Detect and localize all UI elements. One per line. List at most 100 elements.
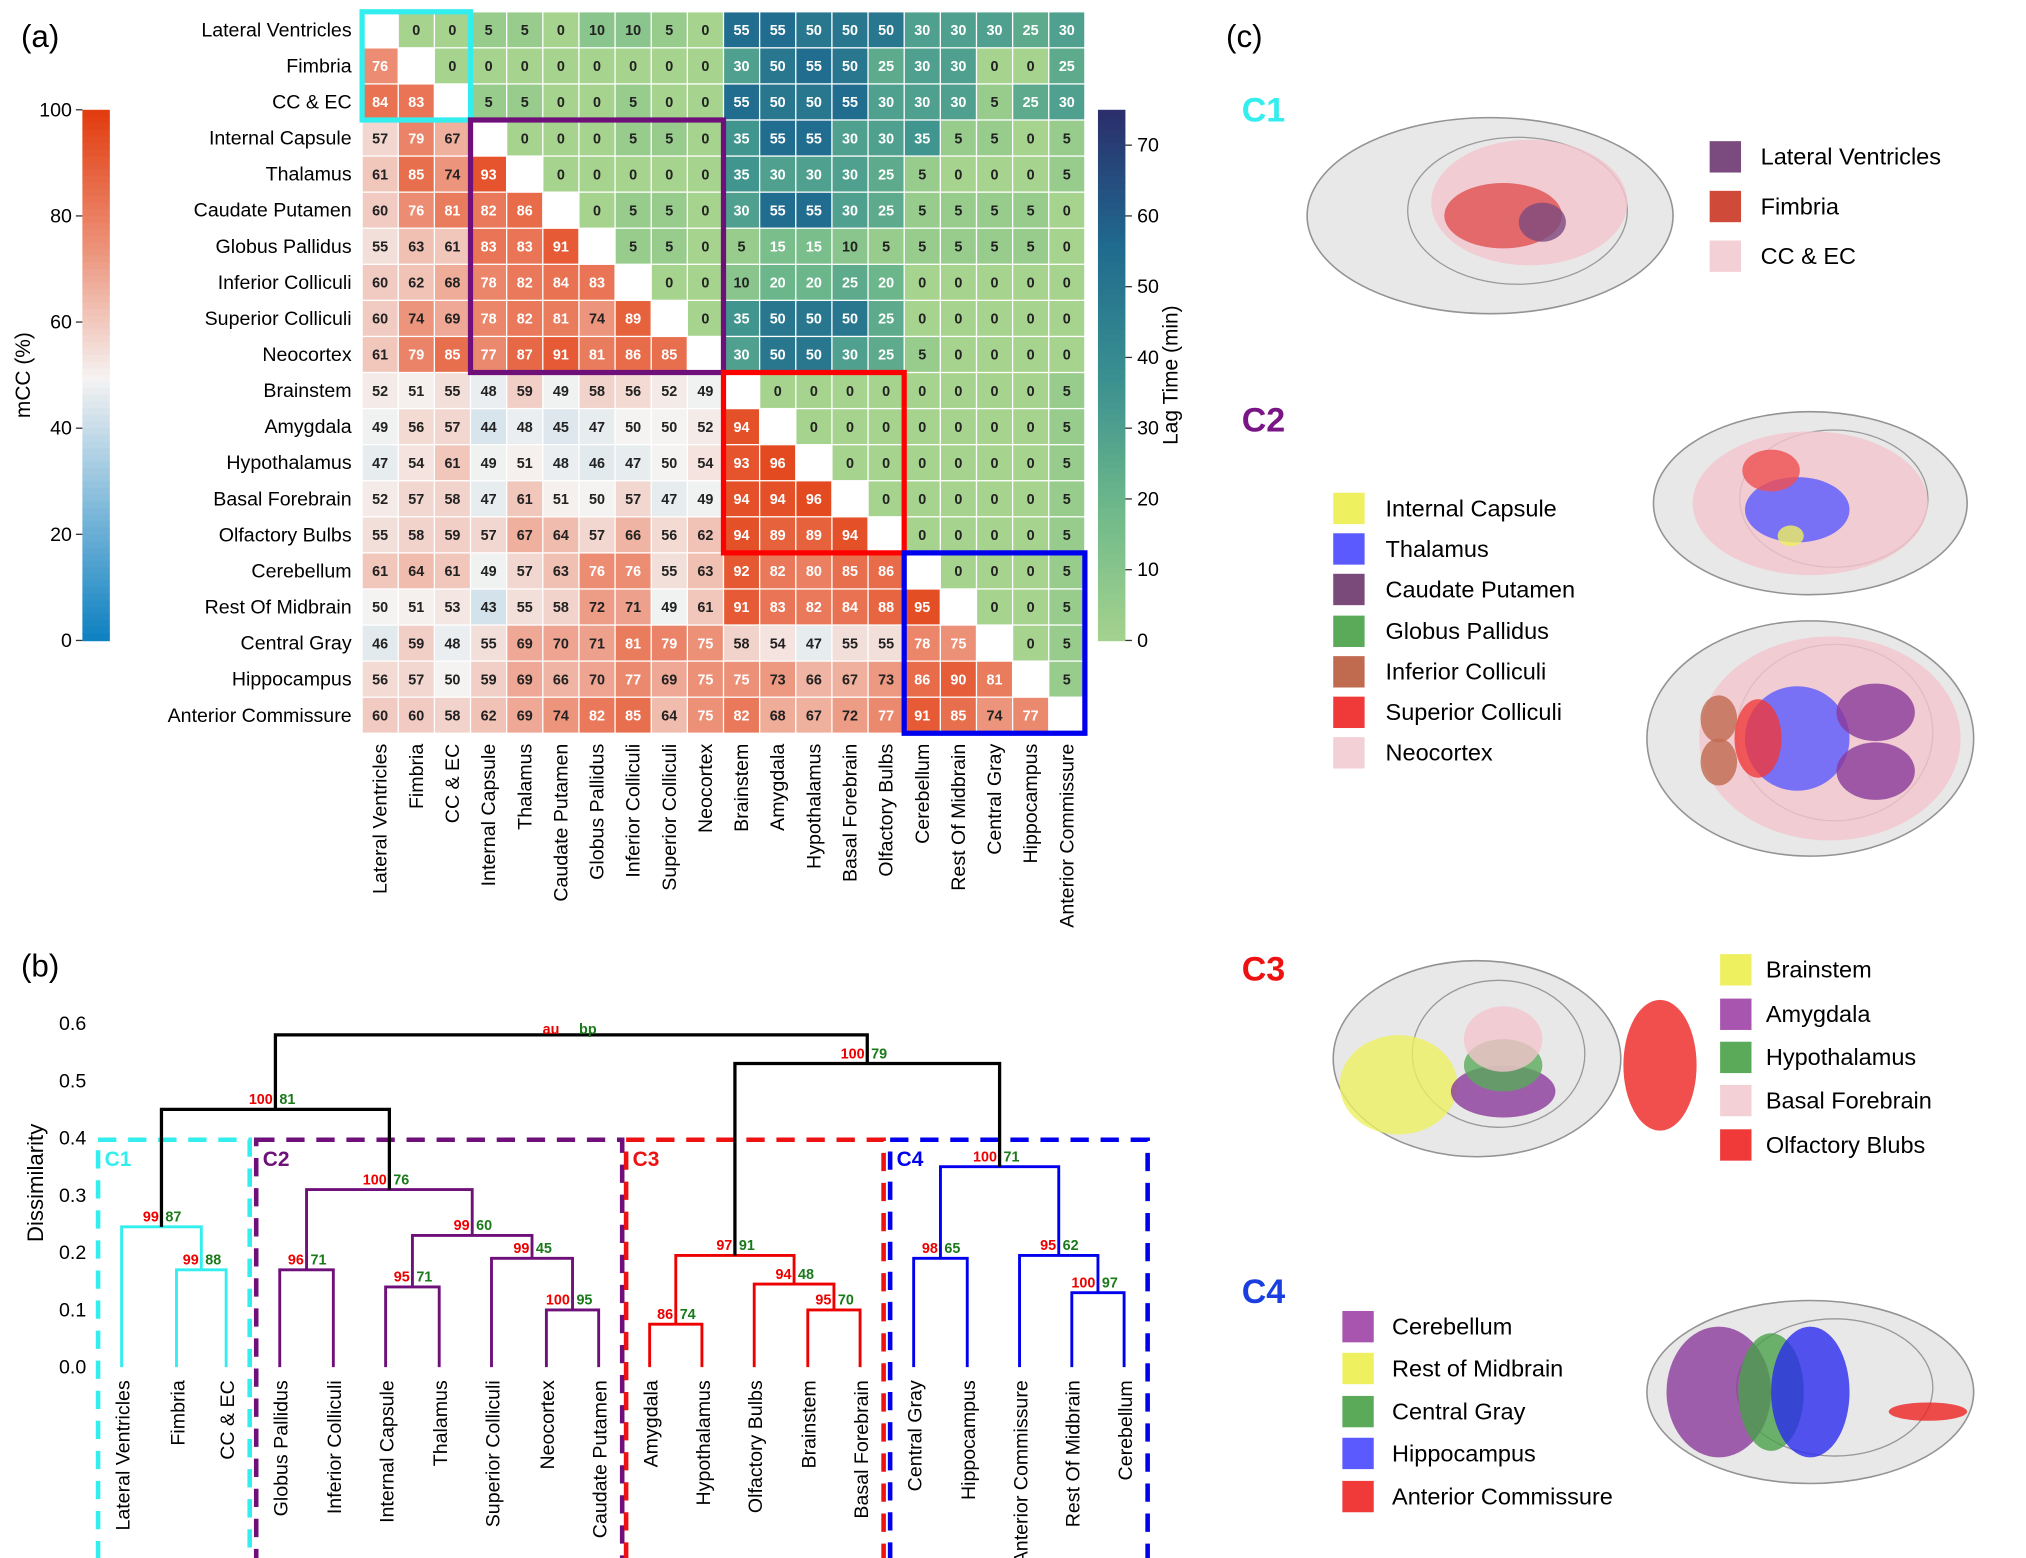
colorbar-segment bbox=[82, 149, 110, 158]
group-label-C4: C4 bbox=[1242, 1273, 1286, 1311]
cell-value: 0 bbox=[918, 312, 926, 328]
cell-value: 55 bbox=[770, 23, 786, 39]
colorbar-segment bbox=[82, 249, 110, 257]
mcc-cell bbox=[507, 517, 543, 553]
cell-value: 50 bbox=[444, 672, 460, 688]
mcc-cell bbox=[507, 553, 543, 589]
cell-value: 0 bbox=[557, 59, 565, 75]
au-legend: au bbox=[543, 1022, 560, 1038]
group-label-C3: C3 bbox=[1242, 950, 1285, 988]
cell-value: 25 bbox=[878, 167, 894, 183]
colorbar-segment bbox=[1097, 109, 1126, 118]
lag-cell bbox=[1049, 48, 1085, 84]
cell-value: 47 bbox=[806, 636, 822, 652]
cell-value: 63 bbox=[553, 564, 569, 580]
cell-value: 75 bbox=[697, 636, 713, 652]
lag-cell bbox=[904, 337, 940, 372]
mcc-cell bbox=[832, 625, 868, 661]
lag-cell bbox=[1049, 156, 1085, 192]
cell-value: 83 bbox=[517, 239, 533, 255]
lag-cell bbox=[543, 120, 579, 156]
lag-cell bbox=[688, 264, 723, 300]
dendrogram-branch bbox=[120, 1225, 203, 1368]
lag-cell bbox=[977, 517, 1012, 553]
cell-value: 5 bbox=[918, 203, 926, 219]
cell-value: 0 bbox=[701, 167, 709, 183]
au-value: 100 bbox=[363, 1172, 387, 1188]
cell-value: 49 bbox=[481, 564, 497, 580]
colorbar-segment bbox=[1097, 467, 1126, 476]
group-label-C2: C2 bbox=[1242, 401, 1285, 439]
lag-cell bbox=[832, 301, 868, 336]
colorbar-segment bbox=[82, 428, 110, 436]
colorbar-segment bbox=[82, 222, 110, 230]
colorbar-segment bbox=[1097, 421, 1126, 429]
colorbar-segment bbox=[1097, 627, 1126, 635]
mcc-cell bbox=[579, 337, 615, 372]
lag-cell bbox=[977, 192, 1012, 228]
brain-region-shape bbox=[1518, 202, 1566, 242]
cell-value: 77 bbox=[1023, 708, 1039, 724]
legend-label: Olfactory Blubs bbox=[1766, 1132, 1925, 1158]
mcc-cell bbox=[398, 301, 434, 336]
cell-value: 50 bbox=[770, 312, 786, 328]
cell-value: 0 bbox=[954, 384, 962, 400]
legend-swatch bbox=[1720, 1129, 1752, 1161]
colorbar-segment bbox=[1097, 169, 1126, 177]
colorbar-segment bbox=[82, 395, 110, 403]
lag-cell bbox=[868, 120, 904, 156]
cell-value: 83 bbox=[408, 95, 424, 111]
y-axis-label: Dissimilarity bbox=[23, 1123, 48, 1242]
cell-value: 0 bbox=[991, 312, 999, 328]
lag-cell bbox=[471, 12, 506, 48]
cell-value: 25 bbox=[1059, 59, 1075, 75]
cell-value: 74 bbox=[553, 708, 569, 724]
cell-value: 0 bbox=[991, 348, 999, 364]
lag-cell bbox=[543, 84, 579, 120]
cell-value: 30 bbox=[842, 203, 858, 219]
mcc-cell bbox=[579, 553, 615, 589]
colorbar-segment bbox=[82, 494, 110, 502]
mcc-cell bbox=[760, 697, 796, 733]
colorbar-segment bbox=[82, 600, 110, 609]
brain-c2-dorsal bbox=[1646, 620, 1975, 857]
mcc-cell bbox=[832, 553, 868, 589]
cell-value: 5 bbox=[1063, 600, 1071, 616]
mcc-cell bbox=[471, 409, 506, 445]
mcc-cell bbox=[362, 301, 398, 336]
tick-label: 80 bbox=[50, 205, 72, 227]
mcc-cell bbox=[688, 373, 723, 408]
lag-cell bbox=[796, 84, 832, 120]
cell-value: 0 bbox=[701, 59, 709, 75]
colorbar-segment bbox=[82, 540, 110, 549]
cell-value: 0 bbox=[954, 564, 962, 580]
colorbar-segment bbox=[1097, 209, 1126, 217]
colorbar-segment bbox=[1097, 461, 1126, 469]
lag-cell bbox=[868, 84, 904, 120]
tick-label: 20 bbox=[1137, 488, 1159, 510]
legend-swatch bbox=[1333, 656, 1365, 688]
mcc-cell bbox=[977, 661, 1012, 697]
leaf-label: Hippocampus bbox=[958, 1380, 980, 1500]
brain-region-shape bbox=[1339, 1035, 1458, 1135]
cell-value: 75 bbox=[950, 636, 966, 652]
colorbar-segment bbox=[82, 401, 110, 410]
cell-value: 0 bbox=[918, 528, 926, 544]
brain-region-shape bbox=[1742, 449, 1800, 492]
row-label: Superior Colliculi bbox=[205, 308, 352, 330]
lag-cell bbox=[977, 589, 1012, 625]
cell-value: 5 bbox=[991, 131, 999, 147]
cell-value: 61 bbox=[372, 167, 388, 183]
mcc-cell bbox=[724, 661, 759, 697]
lag-cell bbox=[940, 264, 976, 300]
cell-value: 30 bbox=[878, 95, 894, 111]
row-label: Anterior Commissure bbox=[168, 705, 352, 727]
legend-swatch bbox=[1333, 533, 1365, 565]
cell-value: 5 bbox=[665, 23, 673, 39]
colorbar-segment bbox=[82, 116, 110, 124]
cell-value: 5 bbox=[665, 131, 673, 147]
colorbar-segment bbox=[82, 361, 110, 370]
cell-value: 5 bbox=[918, 239, 926, 255]
legend-label: Anterior Commissure bbox=[1392, 1483, 1613, 1509]
cell-value: 20 bbox=[806, 276, 822, 292]
